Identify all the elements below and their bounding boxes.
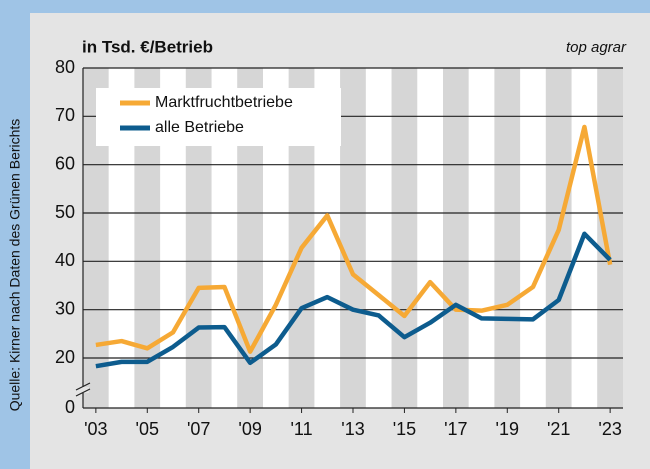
stripe — [391, 68, 418, 408]
y-tick-label: 50 — [55, 202, 75, 222]
stripe — [597, 68, 623, 408]
x-tick-label: '15 — [393, 419, 416, 439]
stripe — [443, 68, 469, 408]
stripe — [520, 68, 546, 408]
x-tick-label: '19 — [496, 419, 519, 439]
y-tick-label: 20 — [55, 347, 75, 367]
x-tick-label: '11 — [291, 419, 313, 439]
stripe — [545, 68, 572, 408]
y-tick-label: 70 — [55, 105, 75, 125]
y-tick-label: 60 — [55, 153, 75, 173]
series-line — [95, 124, 613, 354]
stripe — [417, 68, 443, 408]
x-tick-label: '23 — [598, 419, 621, 439]
x-tick-label: '13 — [341, 419, 364, 439]
axis-break-gap — [77, 387, 89, 393]
stripe — [494, 68, 521, 408]
stripe — [468, 68, 495, 408]
source: Quelle: Kirner nach Daten des Grünen Ber… — [7, 119, 23, 412]
stripe — [365, 68, 392, 408]
x-tick-label: '21 — [547, 419, 570, 439]
axis-break — [75, 388, 91, 397]
stripe — [340, 68, 366, 408]
axis-break — [75, 382, 91, 391]
y-tick-label: 40 — [55, 250, 75, 270]
x-tick-label: '03 — [84, 419, 107, 439]
series-line — [95, 231, 612, 369]
x-tick-label: '07 — [187, 419, 210, 439]
x-tick-label: '09 — [238, 419, 261, 439]
y-tick-label: 30 — [55, 298, 75, 318]
legend-label: Marktfruchtbetriebe — [155, 94, 293, 111]
subtitle: top agrar — [566, 39, 627, 56]
legend-box — [96, 88, 341, 146]
chart-title: in Tsd. €/Betrieb — [82, 37, 213, 56]
legend-label: alle Betriebe — [155, 119, 244, 136]
y-tick-label: 80 — [55, 57, 75, 77]
x-tick-label: '17 — [444, 419, 467, 439]
x-tick-label: '05 — [136, 419, 159, 439]
y-tick-label: 0 — [65, 397, 75, 417]
